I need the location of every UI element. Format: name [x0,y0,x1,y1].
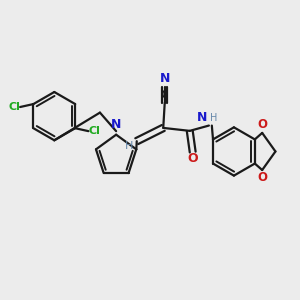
Text: H: H [125,142,134,152]
Text: O: O [257,118,267,131]
Text: H: H [210,112,218,123]
Text: Cl: Cl [8,102,20,112]
Text: C: C [161,90,169,100]
Text: Cl: Cl [88,126,100,136]
Text: O: O [257,172,267,184]
Text: N: N [197,111,207,124]
Text: O: O [188,152,198,165]
Text: N: N [111,118,121,131]
Text: N: N [160,72,170,85]
